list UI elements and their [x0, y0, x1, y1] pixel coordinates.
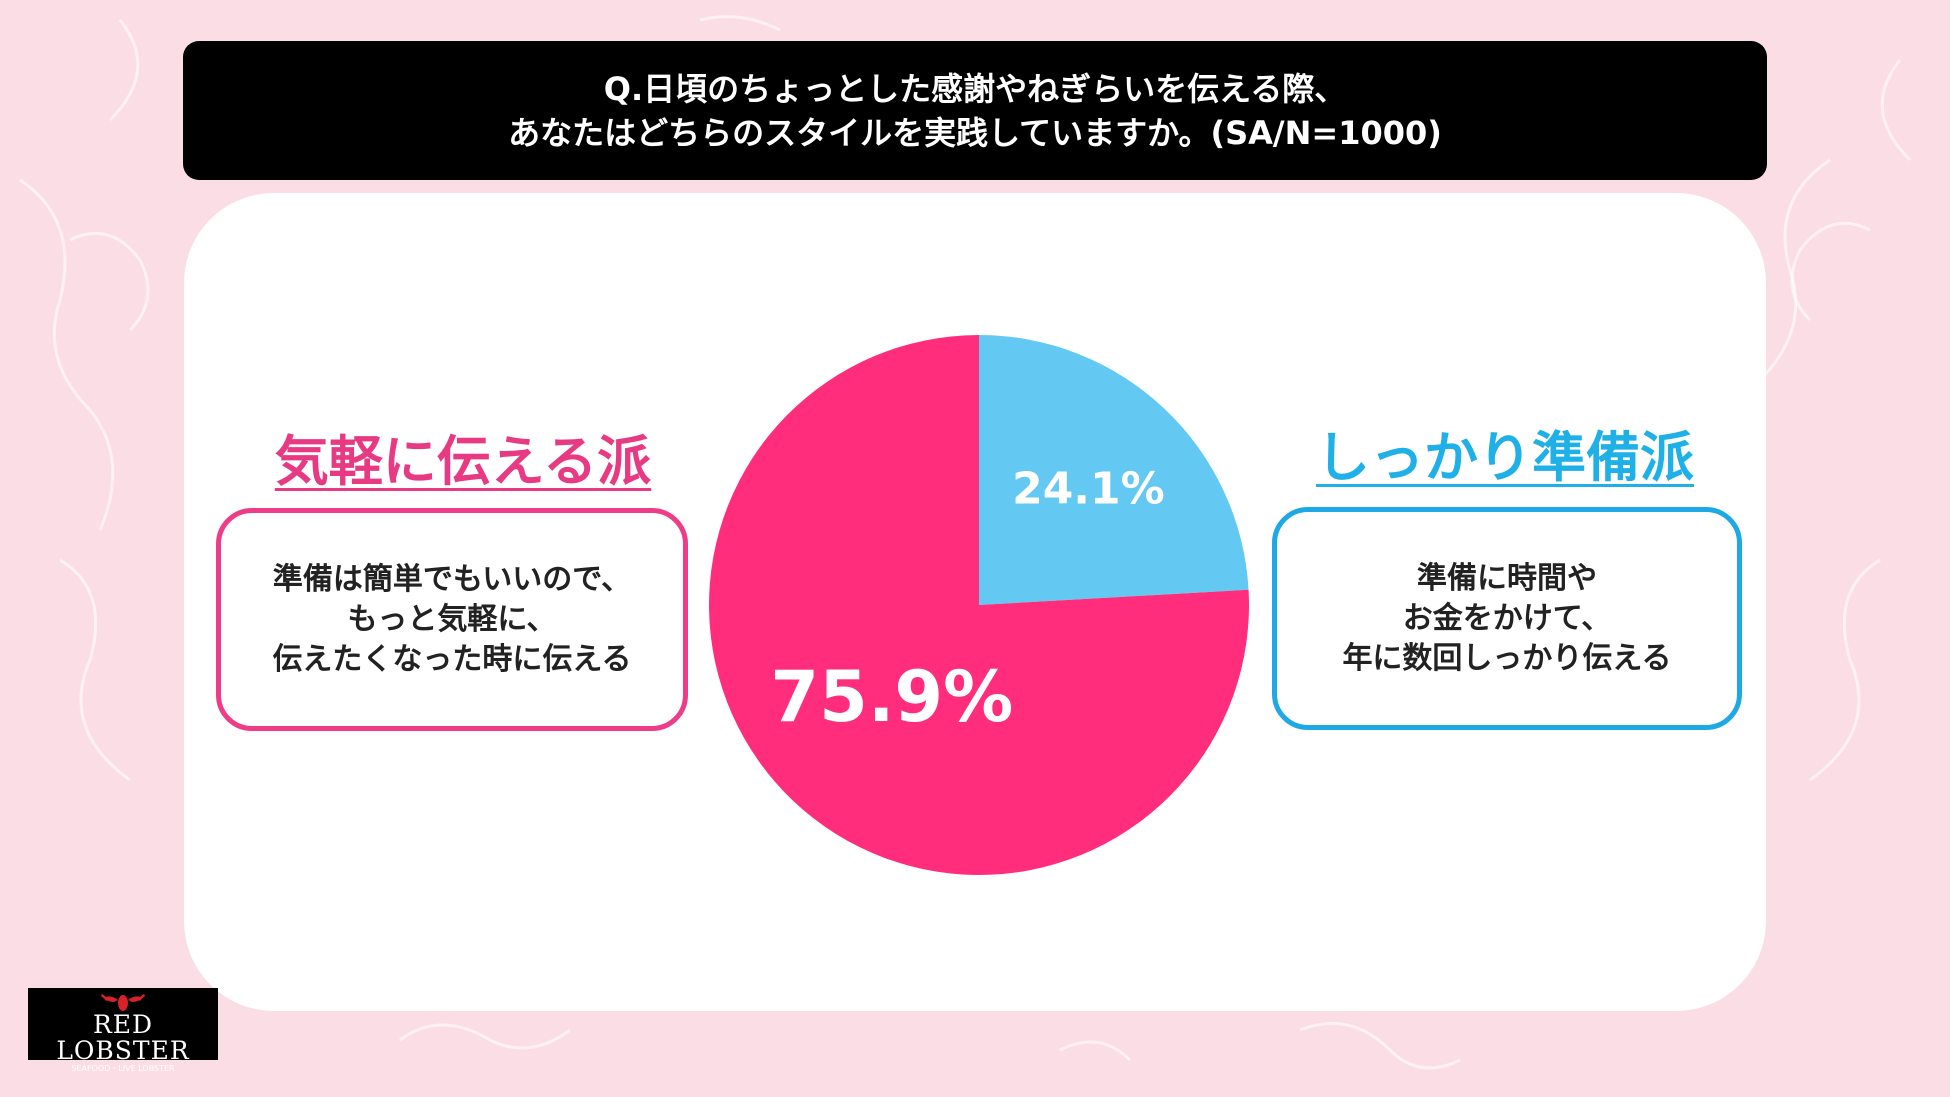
- red-lobster-logo: RED LOBSTER SEAFOOD・LIVE LOBSTER: [28, 988, 218, 1073]
- casual-desc-line-1: 準備は簡単でもいいので、: [272, 561, 632, 597]
- slice-label-casual: 75.9%: [770, 656, 1013, 738]
- prepared-desc-line-2: お金をかけて、: [1402, 600, 1612, 636]
- question-banner: Q.日頃のちょっとした感謝やねぎらいを伝える際、 あなたはどちらのスタイルを実践…: [183, 41, 1767, 180]
- lobster-icon: [101, 994, 145, 1011]
- question-line-2: あなたはどちらのスタイルを実践していますか。(SA/N=1000): [508, 113, 1442, 152]
- casual-group-description: 準備は簡単でもいいので、 もっと気軽に、 伝えたくなった時に伝える: [216, 508, 688, 731]
- pie-slice-prepared: [979, 335, 1249, 605]
- prepared-desc-line-3: 年に数回しっかり伝える: [1342, 640, 1672, 676]
- prepared-desc-line-1: 準備に時間や: [1417, 560, 1597, 596]
- pie-slice-casual: [708, 335, 1249, 875]
- slice-label-prepared: 24.1%: [1012, 464, 1165, 515]
- logo-tagline: SEAFOOD・LIVE LOBSTER: [71, 1064, 175, 1073]
- prepared-group-title: しっかり準備派: [1316, 426, 1694, 489]
- casual-desc-line-3: 伝えたくなった時に伝える: [272, 641, 632, 677]
- casual-group-title: 気軽に伝える派: [274, 430, 652, 493]
- question-line-1: Q.日頃のちょっとした感謝やねぎらいを伝える際、: [603, 69, 1347, 108]
- logo-name: RED LOBSTER: [56, 1010, 190, 1065]
- prepared-group-description: 準備に時間や お金をかけて、 年に数回しっかり伝える: [1272, 507, 1742, 730]
- casual-desc-line-2: もっと気軽に、: [347, 601, 557, 637]
